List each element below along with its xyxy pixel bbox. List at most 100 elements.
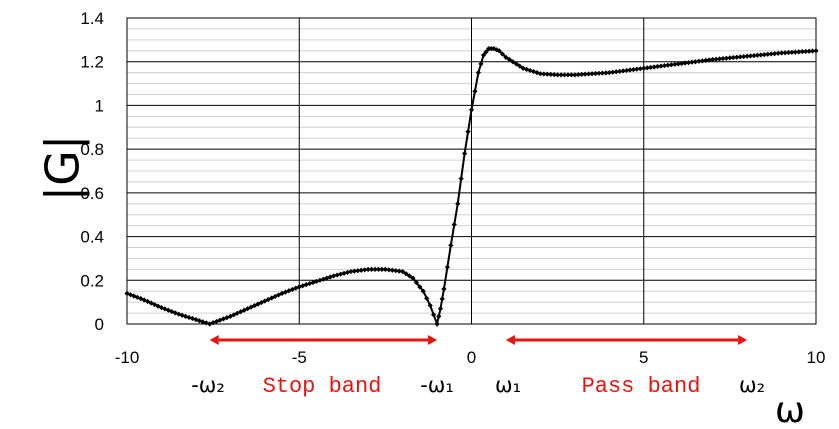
data-point [555,72,561,78]
data-point [679,60,685,67]
data-point [792,49,798,55]
data-point [561,72,568,78]
data-point [458,176,464,182]
y-axis-label: |G| [36,135,91,202]
data-point [444,264,450,270]
data-point [396,268,402,274]
data-point [520,65,526,71]
data-point [579,71,585,77]
data-point [692,59,699,65]
data-point [193,317,199,323]
data-point [379,266,385,272]
data-point [613,69,619,75]
data-point [782,50,788,56]
data-point [320,276,326,282]
y-tick-label: 0.8 [80,140,104,159]
data-point [348,268,354,275]
data-point [358,267,364,273]
data-point [606,70,612,76]
data-point [665,62,671,68]
data-point [641,65,647,71]
data-point [623,67,630,74]
data-point [703,57,709,64]
data-point [575,72,581,78]
data-point [510,59,516,65]
data-point [741,53,747,60]
y-tick-label: 1.2 [80,53,104,72]
data-point [244,306,251,312]
data-point [375,266,382,272]
data-point [644,65,650,71]
data-point [441,286,447,292]
data-point [424,295,430,301]
data-point [262,298,268,304]
data-point [341,270,347,276]
data-point [672,61,678,67]
data-point [410,275,416,281]
data-point [761,52,767,58]
y-tick-label: 0 [95,315,104,334]
data-point [513,61,519,67]
data-point [182,313,189,319]
data-point [796,49,802,55]
stop-band-arrow-head-left [209,335,219,345]
data-point [210,320,216,326]
data-point [234,310,240,316]
data-point [455,201,461,207]
series-curve [124,46,819,328]
data-point [596,70,602,76]
data-point [568,72,575,78]
data-point [617,68,623,74]
data-point [634,66,640,72]
data-point [685,59,692,66]
data-point [306,280,313,287]
data-point [558,72,564,78]
data-point [603,70,609,76]
data-point [427,302,433,309]
data-point [696,58,702,64]
data-point [279,290,285,296]
data-point [627,67,633,73]
data-point [282,289,289,295]
data-point [227,313,233,319]
data-point [400,268,406,275]
data-point [220,316,227,322]
data-point [699,58,705,64]
data-point [809,48,816,54]
data-point [251,303,258,309]
data-point [355,268,361,274]
data-point [582,71,588,77]
data-point [158,305,165,311]
data-point [468,107,475,113]
data-point [124,290,130,296]
data-point [334,272,340,278]
omega1-annotation: ω₁ [495,373,521,397]
data-point [572,72,578,78]
data-point [472,88,478,94]
data-point [737,54,743,60]
data-point [565,72,571,78]
data-point [496,48,502,54]
pass-band-arrow-head-right [738,335,748,345]
data-point [610,69,616,75]
data-point [747,53,754,59]
data-point [462,150,468,157]
data-point [654,63,661,70]
data-point [272,293,278,300]
data-point [151,301,158,308]
data-point [754,52,761,58]
data-point [503,54,509,60]
data-point [434,321,440,327]
data-point [365,266,371,272]
data-point [599,70,606,76]
data-point [544,71,550,77]
data-point [344,269,351,276]
data-point [413,279,419,286]
data-point [351,268,357,274]
data-point [238,309,244,315]
data-point [778,50,785,56]
data-point [480,52,487,58]
x-tick-label: -5 [292,348,307,367]
data-point [637,66,643,72]
band-arrows [209,335,748,345]
